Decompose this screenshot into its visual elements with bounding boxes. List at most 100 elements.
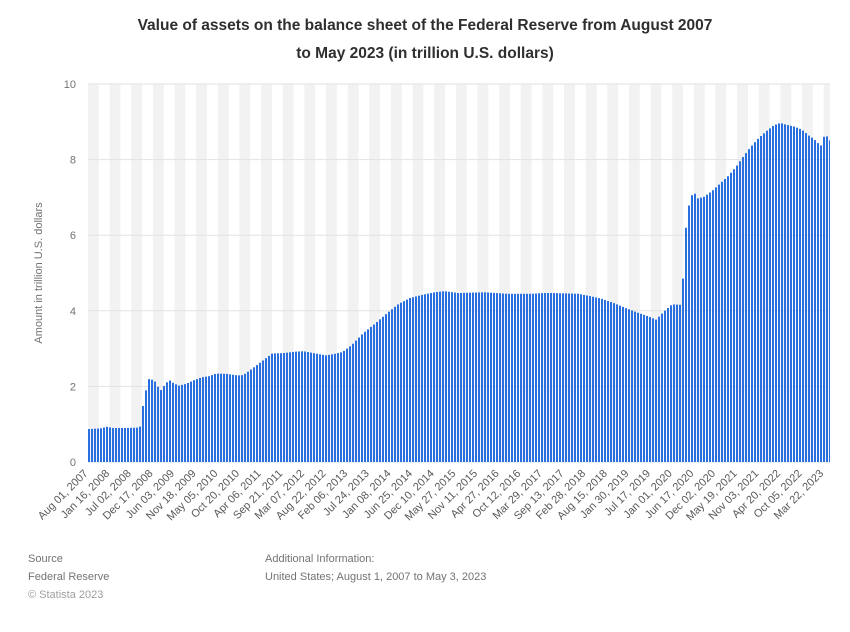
bar [535, 293, 537, 462]
bar [121, 427, 123, 462]
bar [148, 379, 150, 462]
bar [616, 304, 618, 462]
bar [415, 296, 417, 462]
bar [643, 314, 645, 462]
bar [460, 292, 462, 462]
statista-copyright: © Statista 2023 [28, 589, 104, 601]
bar [112, 427, 114, 462]
bar [397, 304, 399, 462]
bar [181, 384, 183, 462]
bar [634, 311, 636, 462]
bar [742, 157, 744, 462]
background-band [477, 84, 489, 462]
background-band [650, 84, 662, 462]
bar [229, 374, 231, 462]
bar [466, 292, 468, 462]
bar [700, 197, 702, 462]
bar [355, 340, 357, 462]
bar [406, 299, 408, 462]
bar [541, 293, 543, 462]
bar [178, 385, 180, 462]
bar [661, 313, 663, 462]
bar [670, 305, 672, 462]
bar [733, 169, 735, 462]
background-band [369, 84, 381, 462]
background-band [304, 84, 316, 462]
bar [778, 123, 780, 463]
bar [529, 293, 531, 462]
bar [307, 352, 309, 462]
bar [277, 353, 279, 462]
bar [769, 128, 771, 462]
bar [676, 304, 678, 462]
y-tick-label: 6 [70, 230, 76, 242]
bar [160, 390, 162, 462]
bar [433, 292, 435, 462]
bar [283, 353, 285, 462]
bar [760, 136, 762, 462]
bar [91, 428, 93, 462]
bar [577, 293, 579, 462]
additional-info-text: United States; August 1, 2007 to May 3, … [265, 571, 487, 583]
bar [781, 123, 783, 463]
bar [502, 293, 504, 462]
bar [628, 309, 630, 462]
bar [463, 292, 465, 462]
bar-series [88, 123, 830, 463]
background-band [672, 84, 684, 462]
bar [286, 352, 288, 462]
bar [223, 373, 225, 462]
y-tick-label: 8 [70, 155, 76, 167]
bar [724, 179, 726, 462]
bar [373, 324, 375, 462]
bar [631, 310, 633, 462]
bar [253, 367, 255, 462]
bar [598, 298, 600, 462]
bar [166, 382, 168, 462]
bar [322, 354, 324, 462]
bar [238, 375, 240, 462]
bar [334, 353, 336, 462]
bar [259, 362, 261, 462]
bar [763, 133, 765, 463]
bar [97, 428, 99, 462]
bar [364, 331, 366, 462]
bar [646, 315, 648, 462]
bar [340, 352, 342, 462]
bar [622, 306, 624, 462]
bar [685, 227, 687, 462]
bar [745, 153, 747, 462]
bar [310, 352, 312, 462]
background-band [109, 84, 121, 462]
bar [583, 294, 585, 462]
bar [376, 321, 378, 462]
bar [592, 296, 594, 462]
bar [412, 297, 414, 462]
bar [571, 293, 573, 462]
bar [793, 126, 795, 462]
bar [478, 292, 480, 462]
bar [664, 310, 666, 462]
chart-title-line2: to May 2023 (in trillion U.S. dollars) [296, 45, 554, 62]
background-band [564, 84, 575, 462]
bar [589, 296, 591, 462]
bar [520, 293, 522, 462]
background-band [347, 84, 359, 462]
bar [337, 353, 339, 462]
bar [655, 319, 657, 462]
bar [613, 303, 615, 462]
bar [358, 337, 360, 462]
bar [691, 195, 693, 463]
bar [751, 145, 753, 462]
bar [127, 427, 129, 462]
background-band [693, 84, 705, 462]
background-band [196, 84, 208, 462]
bar [250, 369, 252, 462]
bar [424, 294, 426, 462]
bar [109, 427, 111, 462]
bar [142, 405, 144, 462]
bar [619, 305, 621, 462]
bar [274, 353, 276, 462]
background-band [607, 84, 619, 462]
